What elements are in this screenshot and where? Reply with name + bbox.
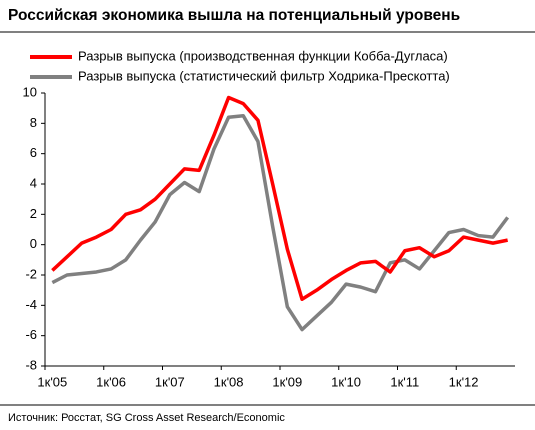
series-line [51, 95, 509, 302]
x-tick-label: 1к'06 [96, 374, 126, 389]
x-tick-label: 1к'10 [331, 374, 361, 389]
y-tick-label: -4 [25, 297, 37, 312]
x-tick-label: 1к'11 [390, 374, 419, 389]
y-tick-label: 4 [30, 175, 37, 190]
y-tick-label: -8 [25, 357, 37, 372]
chart-title: Российская экономика вышла на потенциаль… [8, 7, 460, 24]
source: Источник: Росстат, SG Cross Asset Resear… [8, 412, 285, 424]
y-tick-label: -6 [25, 327, 37, 342]
x-tick-label: 1к'12 [449, 374, 479, 389]
y-tick-label: 8 [30, 115, 37, 130]
x-tick-label: 1к'09 [272, 374, 302, 389]
y-tick-label: 0 [30, 236, 37, 251]
y-tick-label: -2 [25, 266, 37, 281]
legend-label: Разрыв выпуска (производственная функции… [78, 48, 448, 63]
legend-label: Разрыв выпуска (статистический фильтр Хо… [78, 68, 450, 83]
y-tick-label: 10 [23, 84, 37, 99]
y-tick-label: 2 [30, 206, 37, 221]
x-tick-label: 1к'05 [37, 374, 67, 389]
x-tick-label: 1к'08 [214, 374, 244, 389]
x-tick-label: 1к'07 [155, 374, 185, 389]
y-tick-label: 6 [30, 145, 37, 160]
